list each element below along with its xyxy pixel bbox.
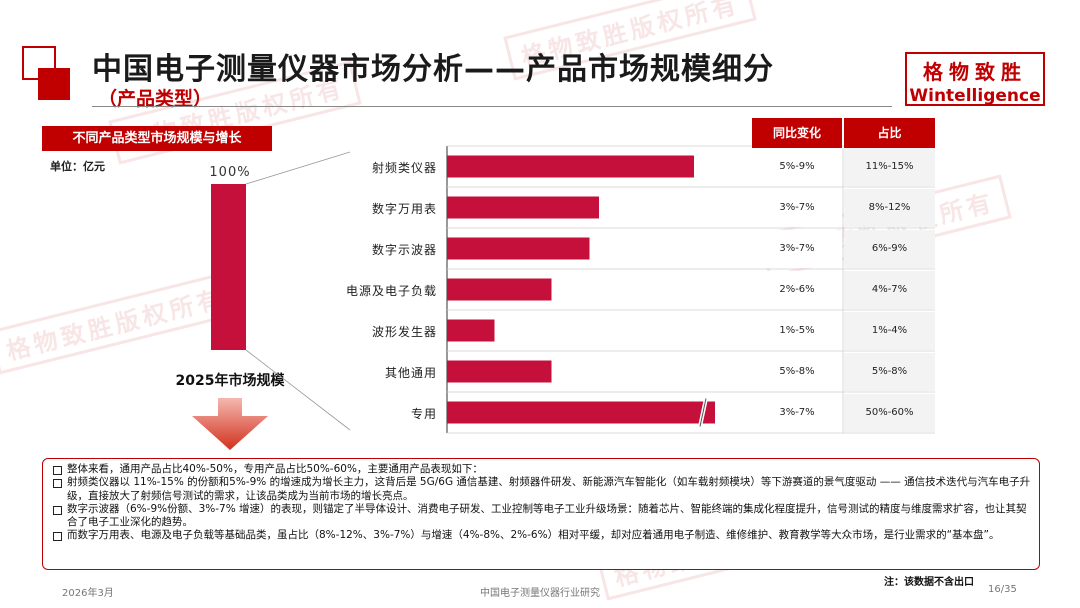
notes-box: 整体来看，通用产品占比40%-50%，专用产品占比50%-60%，主要通用产品表… bbox=[42, 458, 1040, 570]
total-market-bar bbox=[211, 184, 246, 350]
axis-break-mark-line bbox=[699, 398, 707, 427]
chart-title: 不同产品类型市场规模与增长 bbox=[42, 126, 272, 151]
total-bar-value-label: 100% bbox=[209, 165, 251, 180]
category-label: 电源及电子负载 bbox=[345, 283, 437, 298]
table-cell-yoy: 2%-6% bbox=[752, 271, 842, 309]
table-cell-share: 50%-60% bbox=[844, 394, 935, 432]
category-label: 数字万用表 bbox=[371, 201, 437, 216]
page-subtitle: （产品类型） bbox=[98, 88, 213, 110]
note-item: 而数字万用表、电源及电子负载等基础品类，虽占比（8%-12%、3%-7%）与增速… bbox=[53, 529, 1031, 542]
table-cell-share: 5%-8% bbox=[844, 353, 935, 391]
logo-english: Wintelligence bbox=[909, 86, 1041, 106]
category-label: 射频类仪器 bbox=[371, 160, 437, 175]
table-cell-share: 8%-12% bbox=[844, 189, 935, 227]
table-cell-yoy: 1%-5% bbox=[752, 312, 842, 350]
category-label: 其他通用 bbox=[384, 365, 437, 380]
table-cell-yoy: 5%-9% bbox=[752, 148, 842, 186]
table-cell-yoy: 3%-7% bbox=[752, 394, 842, 432]
bar-4 bbox=[447, 319, 495, 342]
footer-date: 2026年3月 bbox=[62, 588, 114, 599]
bar-6 bbox=[447, 401, 715, 424]
title-divider bbox=[92, 106, 892, 107]
note-item: 射频类仪器以 11%-15% 的份额和5%-9% 的增速成为增长主力，这背后是 … bbox=[53, 476, 1031, 503]
logo-chinese: 格物致胜 bbox=[923, 60, 1027, 84]
note-item: 数字示波器（6%-9%份额、3%-7% 增速）的表现，则锚定了半导体设计、消费电… bbox=[53, 503, 1031, 530]
page-number: 16/35 bbox=[988, 584, 1017, 595]
bar-2 bbox=[447, 237, 590, 260]
table-cell-share: 1%-4% bbox=[844, 312, 935, 350]
category-label: 波形发生器 bbox=[371, 324, 437, 339]
table-cell-share: 6%-9% bbox=[844, 230, 935, 268]
chart-unit-label: 单位：亿元 bbox=[50, 160, 105, 173]
table-cell-yoy: 3%-7% bbox=[752, 230, 842, 268]
table-cell-share: 11%-15% bbox=[844, 148, 935, 186]
header-decoration-fill bbox=[38, 68, 70, 100]
category-label: 专用 bbox=[410, 406, 437, 421]
down-arrow-icon bbox=[192, 398, 268, 450]
table-cell-share: 4%-7% bbox=[844, 271, 935, 309]
note-item: 整体来看，通用产品占比40%-50%，专用产品占比50%-60%，主要通用产品表… bbox=[53, 463, 1031, 476]
data-footnote: 注：该数据不含出口 bbox=[884, 577, 974, 588]
bar-0 bbox=[447, 155, 694, 178]
watermark-stamp: 格物致胜版权所有 bbox=[0, 270, 242, 375]
bar-5 bbox=[447, 360, 552, 383]
bar-1 bbox=[447, 196, 599, 219]
table-cell-yoy: 5%-8% bbox=[752, 353, 842, 391]
table-cell-yoy: 3%-7% bbox=[752, 189, 842, 227]
category-label: 数字示波器 bbox=[371, 242, 437, 257]
brand-logo: 格物致胜 Wintelligence bbox=[905, 52, 1045, 106]
table-header-yoy: 同比变化 bbox=[752, 118, 842, 148]
axis-break-mark bbox=[698, 398, 708, 427]
table-header-share: 占比 bbox=[844, 118, 935, 148]
total-bar-category-label: 2025年市场规模 bbox=[175, 373, 285, 389]
bar-3 bbox=[447, 278, 552, 301]
page-title: 中国电子测量仪器市场分析——产品市场规模细分 bbox=[92, 52, 774, 87]
footer-report-title: 中国电子测量仪器行业研究 bbox=[480, 588, 600, 599]
